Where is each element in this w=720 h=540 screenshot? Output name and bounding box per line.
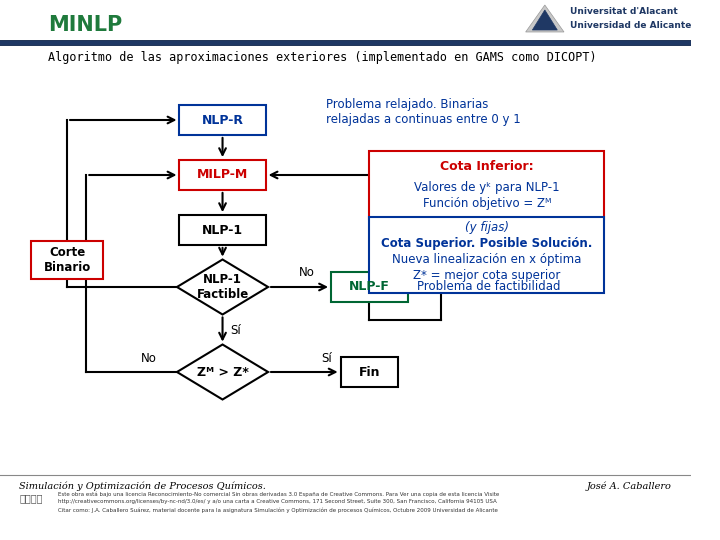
Text: Universitat d'Alacant: Universitat d'Alacant: [570, 8, 678, 17]
FancyBboxPatch shape: [179, 105, 266, 135]
Text: http://creativecommons.org/licenses/by-nc-nd/3.0/es/ y a/o una carta a Creative : http://creativecommons.org/licenses/by-n…: [58, 500, 496, 504]
Text: Cota Superior. Posible Solución.: Cota Superior. Posible Solución.: [381, 237, 593, 249]
Text: NLP-F: NLP-F: [349, 280, 390, 294]
Text: NLP-1: NLP-1: [202, 224, 243, 237]
Text: Universidad de Alicante: Universidad de Alicante: [570, 22, 691, 30]
FancyBboxPatch shape: [31, 241, 103, 279]
Text: MINLP: MINLP: [48, 15, 122, 35]
FancyBboxPatch shape: [179, 160, 266, 190]
Polygon shape: [177, 345, 268, 400]
Text: José A. Caballero: José A. Caballero: [587, 481, 672, 491]
Text: Cota Inferior:: Cota Inferior:: [440, 160, 534, 173]
Text: No: No: [140, 352, 157, 365]
Text: Corte
Binario: Corte Binario: [43, 246, 91, 274]
Text: Nueva linealización en x óptima: Nueva linealización en x óptima: [392, 253, 582, 266]
Text: Problema de factibilidad: Problema de factibilidad: [418, 280, 561, 294]
Text: Z* = mejor cota superior: Z* = mejor cota superior: [413, 268, 560, 281]
Polygon shape: [526, 5, 564, 32]
Text: Zᴹ > Z*: Zᴹ > Z*: [197, 366, 248, 379]
Polygon shape: [532, 10, 557, 30]
Text: Algoritmo de las aproximaciones exteriores (implementado en GAMS como DICOPT): Algoritmo de las aproximaciones exterior…: [48, 51, 597, 64]
Text: No: No: [299, 266, 315, 279]
Text: Sí: Sí: [230, 323, 241, 336]
Text: Sí: Sí: [320, 352, 331, 365]
FancyBboxPatch shape: [341, 357, 398, 387]
FancyBboxPatch shape: [369, 151, 604, 219]
Text: (y fijas): (y fijas): [465, 220, 509, 233]
FancyBboxPatch shape: [331, 272, 408, 302]
Text: Simulación y Optimización de Procesos Químicos.: Simulación y Optimización de Procesos Qu…: [19, 481, 266, 491]
Text: Valores de yᵏ para NLP-1: Valores de yᵏ para NLP-1: [414, 180, 559, 193]
Text: NLP-R: NLP-R: [202, 113, 243, 126]
Text: Problema relajado. Binarias
relajadas a continuas entre 0 y 1: Problema relajado. Binarias relajadas a …: [326, 98, 521, 126]
Polygon shape: [177, 260, 268, 314]
Text: NLP-1
Factible: NLP-1 Factible: [197, 273, 248, 301]
Text: Este obra está bajo una licencia Reconocimiento-No comercial Sin obras derivadas: Este obra está bajo una licencia Reconoc…: [58, 491, 499, 497]
Text: Fin: Fin: [359, 366, 380, 379]
Text: Función objetivo = Zᴹ: Función objetivo = Zᴹ: [423, 197, 551, 210]
FancyBboxPatch shape: [179, 215, 266, 245]
Text: MILP-M: MILP-M: [197, 168, 248, 181]
Text: ⓒⓘⓢⓑ: ⓒⓘⓢⓑ: [19, 493, 42, 503]
Text: Citar como: J.A. Caballero Suárez, material docente para la asignatura Simulació: Citar como: J.A. Caballero Suárez, mater…: [58, 507, 498, 513]
FancyBboxPatch shape: [369, 217, 604, 293]
